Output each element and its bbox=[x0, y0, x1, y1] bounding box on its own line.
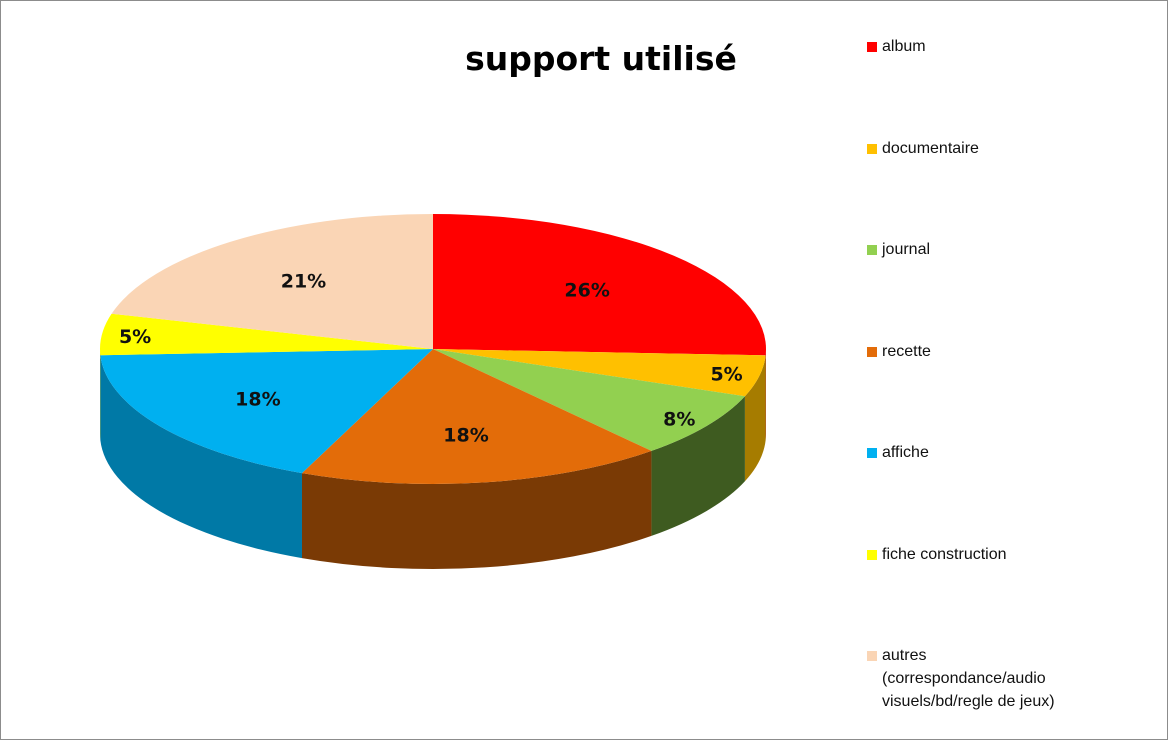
pie-side-journal bbox=[651, 396, 745, 536]
data-label-album: 26% bbox=[564, 279, 609, 301]
legend-item-autres: autres (correspondance/audio visuels/bd/… bbox=[867, 646, 1055, 713]
pie-slice-autres bbox=[111, 214, 434, 349]
legend-label: affiche bbox=[882, 444, 929, 461]
legend-label: album bbox=[882, 38, 926, 55]
pie-slice-journal bbox=[433, 349, 745, 451]
pie-slice-album bbox=[433, 214, 766, 356]
legend-label: autres (correspondance/audio visuels/bd/… bbox=[882, 647, 1055, 710]
pie-slice-recette bbox=[301, 349, 652, 485]
data-label-fiche-construction: 5% bbox=[119, 326, 151, 348]
legend-label: documentaire bbox=[882, 139, 979, 157]
data-label-journal: 8% bbox=[663, 408, 695, 430]
legend-swatch bbox=[867, 42, 877, 52]
legend-item-documentaire: documentaire bbox=[867, 139, 979, 160]
data-label-affiche: 18% bbox=[235, 388, 280, 410]
data-label-autres: 21% bbox=[281, 270, 326, 292]
legend-swatch bbox=[867, 143, 877, 154]
pie-slice-documentaire bbox=[433, 349, 766, 397]
legend-item-affiche: affiche bbox=[867, 443, 929, 464]
data-label-documentaire: 5% bbox=[710, 363, 742, 385]
legend-item-journal: journal bbox=[867, 240, 930, 261]
legend-item-album: album bbox=[867, 37, 926, 58]
legend-label: recette bbox=[882, 342, 931, 360]
pie-slice-affiche bbox=[100, 349, 433, 474]
legend-swatch bbox=[867, 346, 877, 357]
legend-swatch bbox=[867, 651, 877, 661]
legend-swatch bbox=[867, 448, 877, 458]
pie-slice-fiche-construction bbox=[99, 313, 433, 356]
legend-swatch bbox=[867, 549, 877, 560]
legend-swatch bbox=[867, 245, 877, 255]
data-label-recette: 18% bbox=[443, 424, 488, 446]
chart-title: support utilisé bbox=[465, 39, 737, 78]
pie-side-documentaire bbox=[744, 355, 766, 482]
legend-item-fiche-construction: fiche construction bbox=[867, 545, 1007, 566]
pie-side-affiche bbox=[100, 355, 302, 559]
legend-item-recette: recette bbox=[867, 342, 931, 363]
pie-side-recette bbox=[301, 450, 652, 569]
legend-label: fiche construction bbox=[882, 545, 1007, 563]
legend-label: journal bbox=[882, 241, 931, 258]
